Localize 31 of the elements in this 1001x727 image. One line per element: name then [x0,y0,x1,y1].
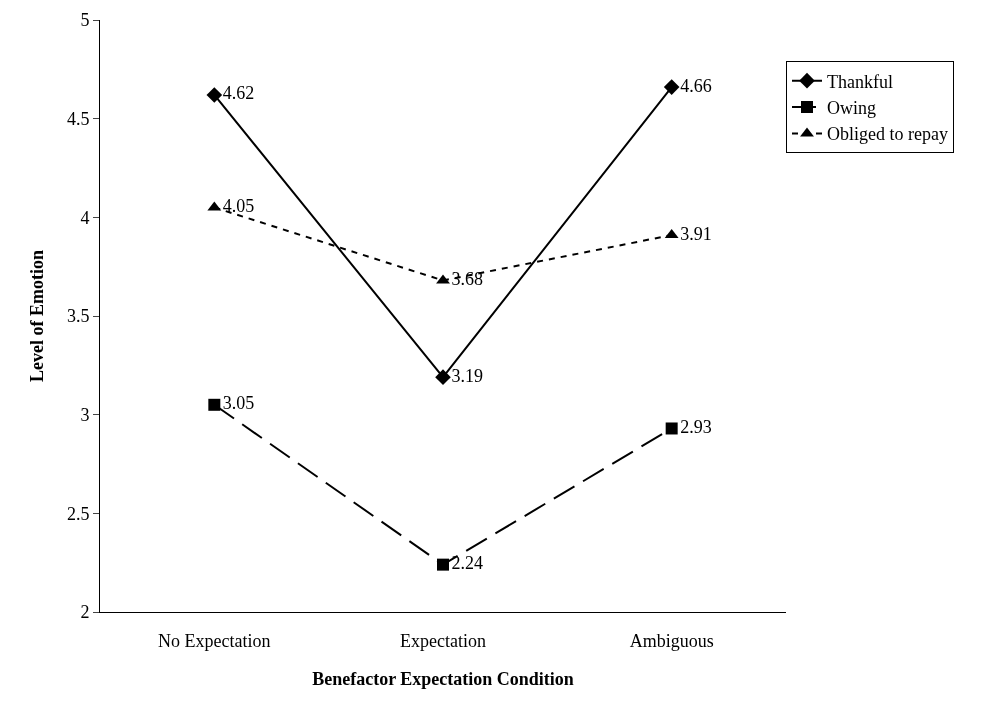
data-label: 3.19 [451,365,483,386]
data-label: 2.24 [451,553,483,574]
data-label: 2.93 [680,416,712,437]
y-tick-label: 2.5 [66,503,90,524]
point [435,369,451,385]
point [206,87,223,103]
y-tick-label: 3 [80,404,90,425]
data-label: 3.05 [222,393,255,414]
data-label: 4.05 [222,195,255,216]
point [436,274,450,284]
data-label: 3.91 [680,223,712,244]
x-tick-label: No Expectation [158,630,271,651]
x-axis-title: Benefactor Expectation Condition [312,668,574,689]
data-label: 4.66 [680,75,712,96]
point [663,79,680,95]
legend-label: Owing [827,98,876,119]
y-tick-label: 4.5 [66,108,90,129]
x-tick-label: Expectation [400,630,486,651]
y-tick-label: 3.5 [66,306,90,327]
point [665,422,678,435]
legend-label: Thankful [827,71,893,92]
legend-label: Obliged to repay [827,124,948,145]
point [437,558,449,571]
y-axis-title: Level of Emotion [27,250,48,382]
data-label: 4.62 [222,83,255,104]
y-tick-label: 4 [80,207,90,228]
y-tick-label: 5 [80,10,90,31]
x-tick-label: Ambiguous [629,630,714,651]
y-tick-label: 2 [80,602,90,623]
point [208,398,221,411]
data-label: 3.68 [451,268,483,289]
